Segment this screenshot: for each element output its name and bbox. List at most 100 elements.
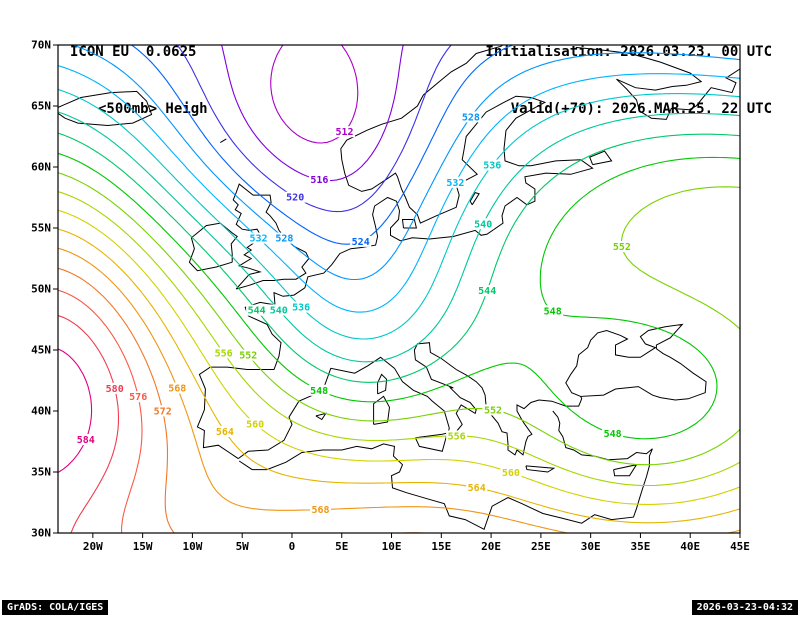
coastline — [373, 395, 391, 425]
coastline — [220, 138, 227, 144]
contour-label-mask — [214, 425, 236, 437]
contour-564 — [58, 228, 740, 524]
contour-label-mask — [310, 504, 331, 516]
contour-label-mask — [460, 111, 482, 123]
contour-label-mask — [246, 304, 268, 316]
creation-timestamp: 2026-03-23-04:32 — [691, 600, 798, 615]
contour-552 — [58, 172, 740, 466]
lat-tick-label: 35N — [31, 466, 51, 479]
contour-520 — [176, 45, 452, 213]
contour-label: 552 — [613, 242, 631, 253]
lat-tick-label: 30N — [31, 527, 51, 540]
contour-label-mask — [237, 349, 259, 361]
coastline — [377, 373, 388, 395]
lon-tick-label: 40E — [680, 540, 700, 553]
contour-572 — [58, 267, 175, 533]
coastline — [315, 412, 327, 421]
contour-560 — [58, 209, 740, 505]
contour-label: 528 — [275, 234, 293, 245]
contour-label: 560 — [246, 419, 264, 430]
contour-label-mask — [308, 174, 330, 186]
contour-label-mask — [166, 382, 188, 394]
lon-tick-label: 30E — [581, 540, 601, 553]
contour-label-mask — [213, 347, 235, 359]
coastline — [401, 219, 418, 229]
contour-label: 568 — [168, 384, 186, 395]
contour-label: 540 — [270, 305, 288, 316]
contour-536 — [58, 88, 740, 340]
contour-label: 512 — [335, 127, 353, 138]
contour-label-mask — [482, 404, 504, 416]
contour-552 — [620, 186, 740, 330]
contour-label-mask — [290, 301, 312, 313]
contour-label-mask — [284, 191, 306, 203]
axis-layer: 70N 65N 60N 55N 50N 45N 40N 35N 30N 20W 15W 10W 5W 0 5… — [31, 39, 750, 554]
contour-label: 520 — [286, 193, 304, 204]
model-title: ICON EU 0.0625 — [70, 44, 197, 60]
lon-tick-label: 5E — [335, 540, 348, 553]
coastline — [613, 463, 638, 477]
contour-label: 560 — [502, 468, 520, 479]
contour-label-mask — [446, 430, 468, 442]
contour-label-mask — [542, 305, 564, 317]
contour-label: 552 — [484, 405, 502, 416]
contour-label: 516 — [310, 175, 328, 186]
lat-tick-label: 60N — [31, 161, 51, 174]
contour-label: 540 — [474, 219, 492, 230]
map-frame — [57, 44, 741, 534]
contour-label: 556 — [215, 348, 233, 359]
contour-label-mask — [500, 467, 522, 479]
lat-tick-label: 70N — [31, 39, 51, 52]
contour-label-mask — [472, 218, 494, 230]
contour-584 — [58, 348, 93, 473]
coastline — [237, 323, 707, 460]
coastline — [58, 90, 153, 127]
contour-544 — [58, 132, 740, 383]
contour-label: 544 — [248, 306, 266, 317]
coastline — [196, 45, 594, 460]
contour-label: 548 — [544, 306, 562, 317]
contour-label: 524 — [352, 237, 370, 248]
coastline — [238, 410, 653, 531]
contour-label-mask — [444, 176, 466, 188]
contour-label: 544 — [478, 286, 496, 297]
contour-label: 536 — [292, 303, 310, 314]
title-block: ICON EU 0.0625 <500mb> Heigh — [70, 5, 208, 157]
contour-label: 564 — [216, 427, 234, 438]
contour-568 — [58, 247, 568, 533]
contour-label: 584 — [77, 435, 95, 446]
coastline — [232, 183, 310, 290]
contour-label-mask — [611, 241, 633, 253]
contour-label-mask — [152, 405, 174, 417]
contour-label-mask — [476, 285, 498, 297]
contour-label: 556 — [448, 431, 466, 442]
contour-label-mask — [273, 232, 295, 244]
coastline-layer — [58, 45, 740, 531]
lon-tick-label: 20W — [83, 540, 103, 553]
lat-tick-label: 50N — [31, 283, 51, 296]
contour-label-mask — [248, 232, 269, 244]
contour-label: 576 — [129, 392, 147, 403]
lon-tick-label: 0 — [289, 540, 296, 553]
contour-label-mask — [127, 391, 149, 403]
lat-tick-label: 40N — [31, 405, 51, 418]
contour-label-mask — [602, 428, 624, 440]
coastline — [589, 150, 613, 166]
coastline — [525, 465, 556, 473]
contour-label: 568 — [311, 505, 329, 516]
contour-556 — [58, 191, 740, 487]
lon-tick-label: 45E — [730, 540, 750, 553]
contour-label: 532 — [249, 234, 267, 245]
contour-540 — [58, 111, 740, 363]
contour-532 — [58, 65, 740, 313]
contour-label-mask — [308, 384, 330, 396]
contour-label: 580 — [106, 384, 124, 395]
contour-label: 536 — [483, 161, 501, 172]
coastline — [188, 222, 238, 272]
contour-label-mask — [481, 159, 503, 171]
coastline — [575, 46, 740, 120]
contour-layer — [58, 45, 740, 533]
contour-512 — [270, 45, 359, 144]
contour-label: 548 — [310, 386, 328, 397]
